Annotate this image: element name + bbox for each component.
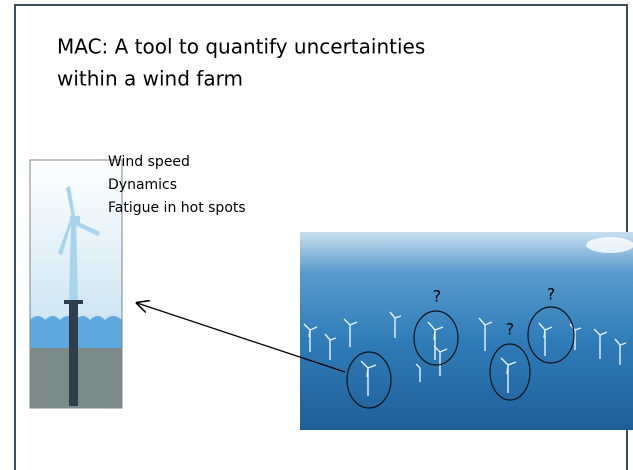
- title-line: MAC: A tool to quantify uncertainties: [57, 35, 425, 59]
- list-item: Fatigue in hot spots: [108, 200, 246, 216]
- question-mark: ?: [433, 287, 442, 306]
- question-mark: ?: [547, 285, 556, 304]
- wind-farm-photo: ? ? ?: [300, 232, 633, 430]
- title-line: within a wind farm: [57, 67, 243, 91]
- list-item: Dynamics: [108, 177, 177, 193]
- question-mark: ?: [506, 320, 515, 339]
- arrow: [137, 303, 346, 373]
- list-item: Wind speed: [108, 154, 190, 170]
- turbine-diagram: [29, 159, 123, 409]
